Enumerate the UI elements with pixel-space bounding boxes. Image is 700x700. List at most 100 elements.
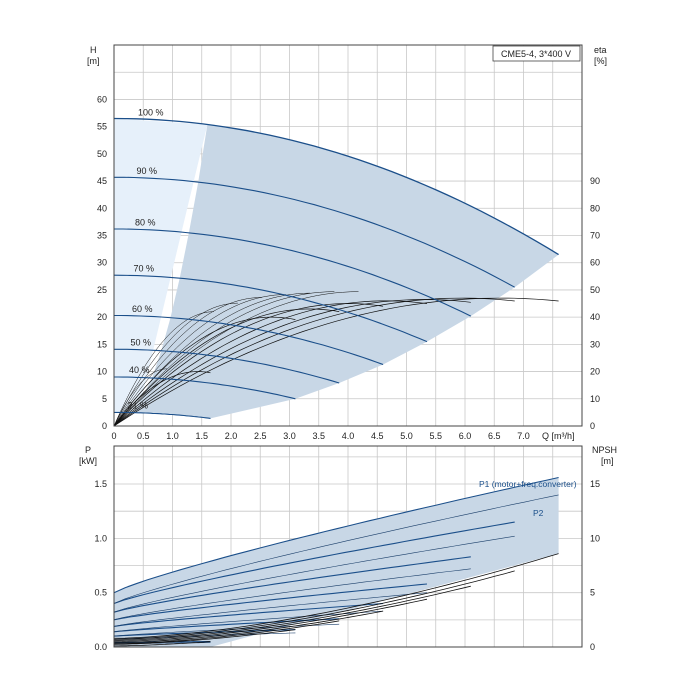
h-axis-label-2: [m] [87,56,100,66]
p1-curve [113,476,559,594]
p2-curve [113,610,384,633]
head-curve [113,274,428,343]
p1-curve [113,602,384,627]
eta-tick-label: 90 [590,176,600,186]
npsh-tick-label: 0 [590,642,595,652]
head-curve [114,228,472,317]
head-curves [113,117,559,419]
title-box [492,45,581,62]
efficiency-curve-inner [113,291,335,427]
h-tick-label: 55 [97,122,107,132]
npsh-curve [113,585,471,641]
efficiency-curve [113,297,515,427]
npsh-curve [114,641,211,647]
efficiency-curve-inner [113,368,168,427]
efficiency-curve-inner [113,294,287,427]
efficiency-curves [113,291,559,427]
h-tick-label: 10 [97,367,107,377]
low-flow-region [114,118,208,413]
q-tick-label: 0 [111,431,116,441]
p-axis-label-1: P [85,445,91,455]
p-tick-label: 0.0 [94,642,107,652]
efficiency-curve [113,299,471,427]
head-curve-label: 40 % [129,365,150,375]
eta-tick-label: 20 [590,367,600,377]
head-curve-label: 50 % [131,337,152,347]
head-curve-label: 70 % [134,264,155,274]
q-tick-label: 3.5 [312,431,325,441]
q-tick-label: 5.5 [429,431,442,441]
p2-curve [113,494,559,604]
npsh-curve [113,570,515,640]
h-axis-label-1: H [90,45,97,55]
npsh-curve [113,598,428,642]
eta-tick-label: 0 [590,421,595,431]
q-tick-label: 1.5 [195,431,208,441]
eta-axis-label-1: eta [594,45,607,55]
q-axis-label: Q [m³/h] [542,431,575,441]
p-tick-label: 1.0 [94,533,107,543]
top-plot-frame [113,44,583,427]
p-tick-label: 0.5 [94,588,107,598]
head-curve [114,348,340,384]
q-tick-label: 2.0 [225,431,238,441]
eta-axis-label-2: [%] [594,56,607,66]
operating-region [114,118,559,419]
p1-curve [113,618,340,633]
q-tick-label: 6.0 [459,431,472,441]
head-curve-label: 80 % [135,218,156,228]
p-axis-label-2: [kW] [79,456,97,466]
npsh-axis-label-1: NPSH [592,445,617,455]
h-tick-label: 60 [97,94,107,104]
chart-title: CME5-4, 3*400 V [501,49,571,59]
efficiency-curve-inner [113,297,263,427]
eta-tick-label: 30 [590,339,600,349]
p1-annotation: P1 (motor+freq.converter) [479,479,577,489]
eta-tick-label: 70 [590,231,600,241]
eta-tick-label: 50 [590,285,600,295]
npsh-curve [113,553,559,639]
q-tick-label: 4.5 [371,431,384,441]
p1-curve [113,583,428,621]
p2-curve [113,592,428,627]
p1-curve [113,521,515,605]
h-tick-label: 35 [97,231,107,241]
h-tick-label: 50 [97,149,107,159]
eta-tick-label: 10 [590,394,600,404]
h-tick-label: 45 [97,176,107,186]
q-tick-label: 1.0 [166,431,179,441]
top-axis-ticks: 0 0.5 1.0 1.5 2.0 2.5 3.0 3.5 4.0 4.5 5.0 5.5 6.0 6.5… [97,94,600,441]
q-tick-label: 2.5 [254,431,267,441]
p1-curve [113,556,471,613]
h-tick-label: 5 [102,394,107,404]
npsh-tick-label: 15 [590,479,600,489]
eta-tick-label: 80 [590,203,600,213]
q-tick-label: 3.0 [283,431,296,441]
p2-annotation: P2 [533,508,544,518]
q-tick-label: 6.5 [488,431,501,441]
q-tick-label: 5.0 [400,431,413,441]
q-tick-label: 7.0 [517,431,530,441]
efficiency-curve [113,371,211,427]
efficiency-curve-inner [113,302,238,427]
head-flow-chart: 0 0.5 1.0 1.5 2.0 2.5 3.0 3.5 4.0 4.5 5.0 5.5 6.0 6.5… [87,44,607,441]
efficiency-curve [113,308,340,427]
operating-region-fill [134,124,559,419]
eta-tick-label: 40 [590,312,600,322]
h-tick-label: 40 [97,203,107,213]
h-tick-label: 25 [97,285,107,295]
head-curve [114,314,384,366]
npsh-tick-label: 5 [590,588,595,598]
npsh-curve [113,629,296,645]
q-tick-label: 4.0 [342,431,355,441]
head-curve [114,176,515,288]
eta-tick-label: 60 [590,258,600,268]
power-npsh-chart: 0.0 0.5 1.0 1.5 0 5 10 15 P [kW] NPSH [m] P1 (m… [79,445,617,652]
head-curve-label: 90 % [137,166,158,176]
efficiency-curve [113,316,296,427]
h-tick-label: 0 [102,421,107,431]
head-curve-label: 100 % [138,107,164,117]
head-curve [114,411,211,419]
h-tick-label: 30 [97,258,107,268]
